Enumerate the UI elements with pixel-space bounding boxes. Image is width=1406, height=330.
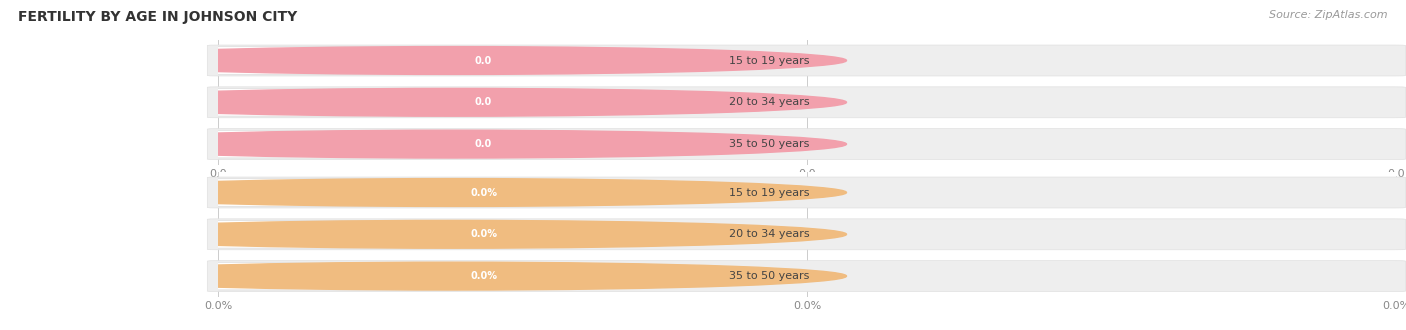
Text: 15 to 19 years: 15 to 19 years xyxy=(728,55,810,65)
FancyBboxPatch shape xyxy=(207,220,461,248)
Text: 0.0: 0.0 xyxy=(475,97,492,107)
FancyBboxPatch shape xyxy=(207,177,1406,208)
FancyBboxPatch shape xyxy=(441,180,526,205)
Circle shape xyxy=(62,220,846,248)
Text: Source: ZipAtlas.com: Source: ZipAtlas.com xyxy=(1270,10,1388,20)
FancyBboxPatch shape xyxy=(207,45,1406,76)
FancyBboxPatch shape xyxy=(207,219,1406,250)
FancyBboxPatch shape xyxy=(207,262,461,290)
Text: 0.0%: 0.0% xyxy=(470,187,498,197)
FancyBboxPatch shape xyxy=(207,129,1406,160)
Text: 0.0: 0.0 xyxy=(475,139,492,149)
FancyBboxPatch shape xyxy=(207,47,461,74)
FancyBboxPatch shape xyxy=(207,261,1406,292)
Text: 20 to 34 years: 20 to 34 years xyxy=(728,97,810,107)
Circle shape xyxy=(62,262,846,290)
FancyBboxPatch shape xyxy=(441,131,526,157)
Text: 35 to 50 years: 35 to 50 years xyxy=(728,139,810,149)
FancyBboxPatch shape xyxy=(207,87,1406,118)
FancyBboxPatch shape xyxy=(441,263,526,289)
Circle shape xyxy=(62,47,846,74)
FancyBboxPatch shape xyxy=(441,89,526,115)
FancyBboxPatch shape xyxy=(207,130,461,158)
FancyBboxPatch shape xyxy=(441,48,526,73)
Circle shape xyxy=(62,130,846,158)
FancyBboxPatch shape xyxy=(207,179,461,206)
Text: 0.0%: 0.0% xyxy=(470,229,498,239)
Text: FERTILITY BY AGE IN JOHNSON CITY: FERTILITY BY AGE IN JOHNSON CITY xyxy=(18,10,298,24)
Circle shape xyxy=(62,179,846,206)
Text: 15 to 19 years: 15 to 19 years xyxy=(728,187,810,197)
Text: 0.0: 0.0 xyxy=(475,55,492,65)
Circle shape xyxy=(62,88,846,116)
Text: 35 to 50 years: 35 to 50 years xyxy=(728,271,810,281)
FancyBboxPatch shape xyxy=(441,221,526,247)
Text: 0.0%: 0.0% xyxy=(470,271,498,281)
FancyBboxPatch shape xyxy=(207,88,461,116)
Text: 20 to 34 years: 20 to 34 years xyxy=(728,229,810,239)
